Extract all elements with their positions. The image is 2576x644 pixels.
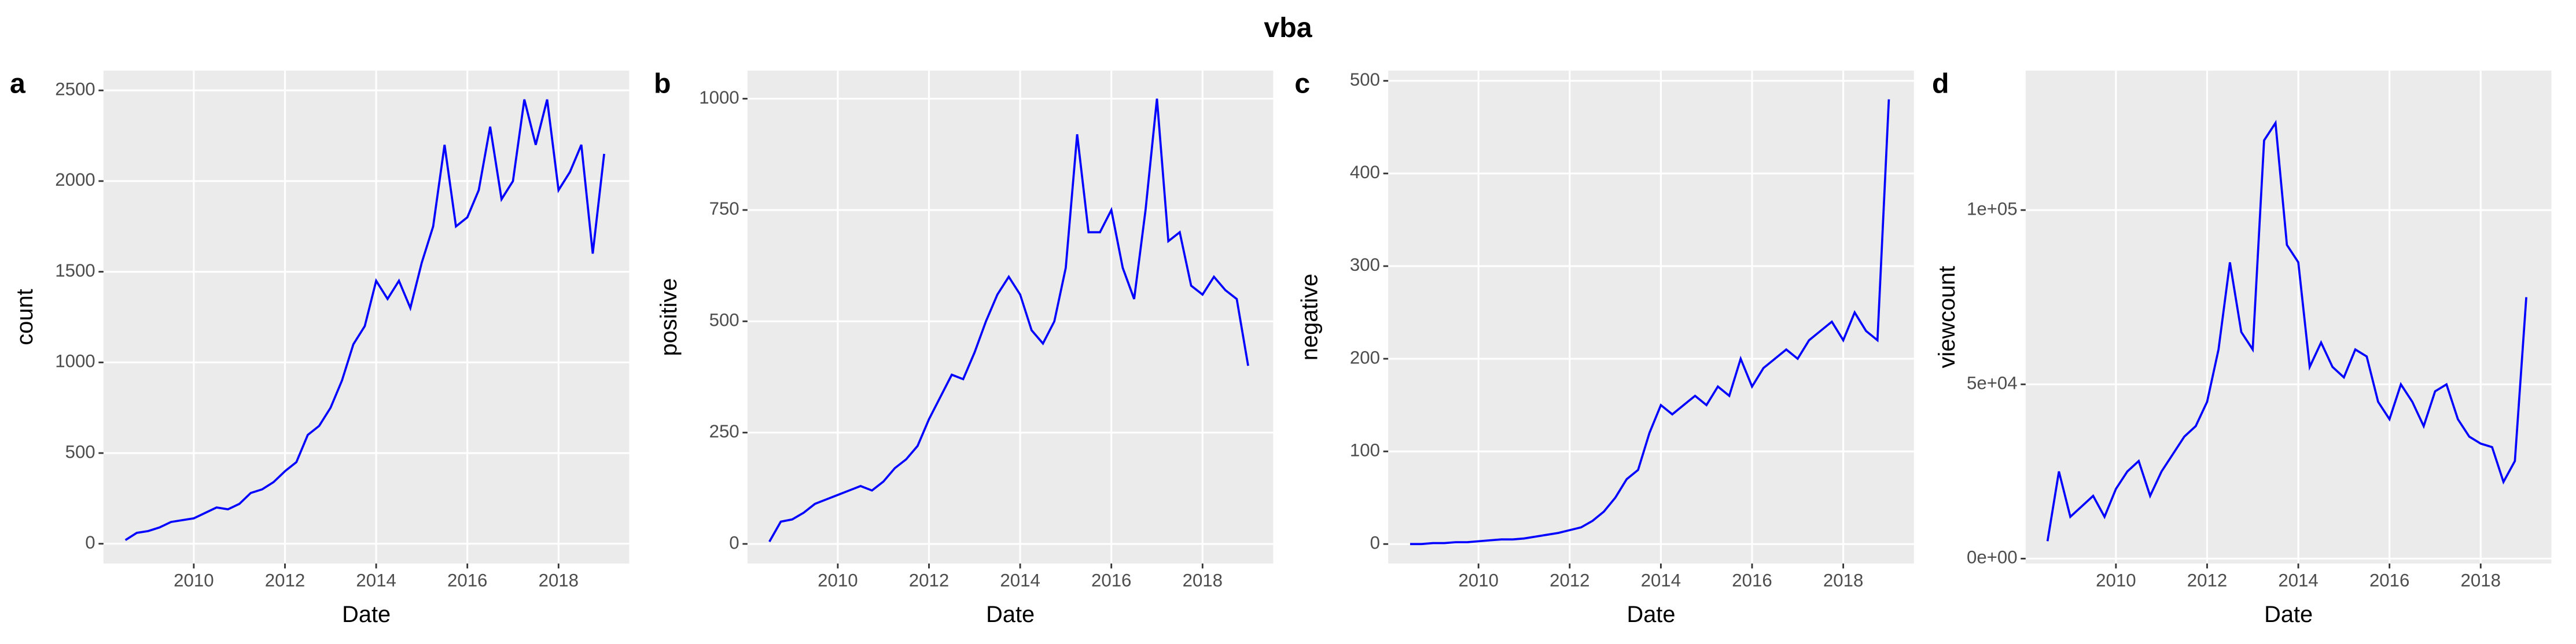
x-tick-label: 2018	[1823, 570, 1863, 590]
y-tick-label: 2500	[55, 79, 95, 99]
y-tick-label: 0	[85, 532, 95, 553]
x-tick-label: 2010	[1458, 570, 1498, 590]
y-tick-label: 300	[1350, 255, 1380, 275]
x-tick-label: 2012	[1550, 570, 1589, 590]
y-axis-title: count	[12, 289, 38, 345]
data-line	[1410, 99, 1890, 546]
plot-background	[2025, 71, 2552, 564]
y-tick-label: 250	[709, 421, 739, 441]
y-tick-label: 1500	[55, 260, 95, 281]
plot-background	[1388, 71, 1914, 564]
y-tick-label: 1e+05	[1967, 198, 2018, 219]
x-axis-title: Date	[986, 602, 1035, 627]
y-tick-label: 5e+04	[1967, 373, 2018, 393]
x-axis-title: Date	[1626, 602, 1675, 627]
data-line	[124, 99, 605, 542]
x-tick-label: 2014	[1000, 570, 1040, 590]
x-axis-title: Date	[2264, 602, 2313, 627]
y-axis-title: viewcount	[1934, 266, 1960, 369]
x-tick-label: 2018	[539, 570, 579, 590]
y-tick-label: 500	[1350, 69, 1380, 90]
chart-title: vba	[1264, 12, 1312, 43]
x-axis-title: Date	[342, 602, 391, 627]
x-tick-label: 2016	[2369, 570, 2409, 590]
panel-label: a	[10, 68, 26, 99]
y-axis-title: negative	[1297, 274, 1322, 360]
y-tick-label: 100	[1350, 440, 1380, 460]
x-tick-label: 2010	[818, 570, 858, 590]
y-axis-title: positive	[656, 278, 682, 356]
x-tick-label: 2016	[447, 570, 487, 590]
plot-background	[747, 71, 1274, 564]
y-tick-label: 1000	[55, 351, 95, 371]
x-tick-label: 2014	[1641, 570, 1681, 590]
x-tick-label: 2012	[909, 570, 949, 590]
x-tick-label: 2018	[1183, 570, 1223, 590]
x-tick-label: 2010	[174, 570, 214, 590]
y-tick-label: 2000	[55, 170, 95, 190]
y-tick-label: 400	[1350, 162, 1380, 182]
x-tick-label: 2012	[265, 570, 305, 590]
panel-label: b	[654, 68, 671, 99]
x-tick-label: 2010	[2096, 570, 2136, 590]
x-tick-label: 2016	[1091, 570, 1131, 590]
y-tick-label: 500	[709, 310, 739, 330]
y-tick-label: 0	[729, 532, 739, 553]
data-line	[768, 98, 1249, 543]
y-tick-label: 0	[1370, 533, 1380, 553]
y-tick-label: 200	[1350, 347, 1380, 367]
y-tick-label: 1000	[699, 87, 739, 108]
data-line	[2046, 120, 2527, 542]
y-tick-label: 500	[65, 441, 95, 462]
panel-label: c	[1294, 68, 1310, 99]
x-tick-label: 2012	[2187, 570, 2227, 590]
x-tick-label: 2014	[2278, 570, 2318, 590]
y-tick-label: 750	[709, 198, 739, 219]
x-tick-label: 2014	[356, 570, 396, 590]
x-tick-label: 2018	[2461, 570, 2501, 590]
x-tick-label: 2016	[1732, 570, 1772, 590]
panel-label: d	[1932, 68, 1949, 99]
y-tick-label: 0e+00	[1967, 547, 2018, 568]
